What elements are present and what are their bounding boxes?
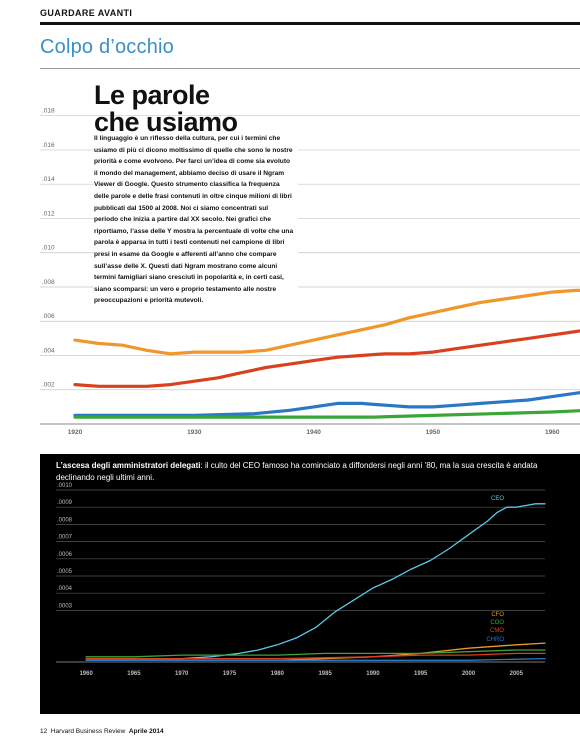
headline-line-1: Le parole [94,80,210,110]
series-line-ceo [85,503,546,660]
series-line-chro [85,657,546,661]
series-label-cfo: CFO [491,612,504,618]
series-line-coo [85,649,546,658]
series-line-4 [73,409,580,419]
series-line-cmo [85,652,546,660]
y-tick-label: .0004 [57,586,73,592]
series-line-2 [73,329,580,388]
y-tick-label: .0008 [57,517,73,523]
x-tick-label: 1940 [306,429,321,436]
y-tick-label: .014 [42,176,55,183]
section-title: Colpo d’occhio [40,36,174,58]
y-tick-label: .0005 [57,569,73,575]
ceo-chart-title: L’ascesa degli amministratori delegati [56,461,201,470]
page-number: 12 [40,728,48,735]
x-tick-label: 1980 [271,671,285,677]
publication-name: Harvard Business Review [50,728,126,735]
y-tick-label: .0003 [57,603,73,609]
y-tick-label: .016 [42,142,55,149]
y-tick-label: .002 [42,382,55,389]
series-line-3 [73,391,580,417]
page-footer: 12 Harvard Business Review Aprile 2014 [40,728,164,735]
y-tick-label: .006 [42,313,55,320]
y-tick-label: .0009 [57,500,73,506]
series-label-chro: CHRO [486,637,504,643]
headline: Le parole che usiamo [94,82,238,136]
y-tick-label: .018 [42,108,55,115]
x-tick-label: 1970 [175,671,189,677]
y-tick-label: .0006 [57,552,73,558]
headline-line-2: che usiamo [94,107,238,137]
x-tick-label: 2005 [510,671,524,677]
x-tick-label: 1960 [545,429,560,436]
y-tick-label: .0010 [57,483,73,489]
x-tick-label: 1995 [414,671,428,677]
y-tick-label: .010 [42,245,55,252]
x-tick-label: 1920 [68,429,83,436]
section-rule [40,68,580,69]
series-line-1 [73,288,580,356]
x-tick-label: 1985 [318,671,332,677]
y-tick-label: .0007 [57,535,73,541]
intro-text: Il linguaggio è un riflesso della cultur… [94,133,298,309]
x-tick-label: 2000 [462,671,476,677]
y-tick-label: .012 [42,210,55,217]
series-label-coo: COO [490,620,504,626]
ngram-chart-top: .002 .004 .006 .008 .010 .012 .014 .016 .018 1920… [40,108,580,436]
x-tick-label: 1930 [187,429,202,436]
x-tick-label: 1990 [366,671,380,677]
ceo-chart-subtitle: : il culto del CEO famoso ha cominciato … [56,461,538,482]
x-tick-label: 1965 [127,671,141,677]
series-label-ceo: CEO [491,496,504,502]
y-tick-label: .004 [42,347,55,354]
y-tick-label: .008 [42,279,55,286]
x-tick-label: 1960 [79,671,93,677]
ceo-chart-caption: L’ascesa degli amministratori delegati: … [56,460,571,484]
section-kicker: GUARDARE AVANTI [40,8,133,18]
top-rule [40,22,580,25]
ceo-chart-panel [40,454,580,714]
x-tick-label: 1975 [223,671,237,677]
series-label-cmo: CMO [490,628,504,634]
issue-date: Aprile 2014 [128,728,164,735]
x-tick-label: 1950 [426,429,441,436]
